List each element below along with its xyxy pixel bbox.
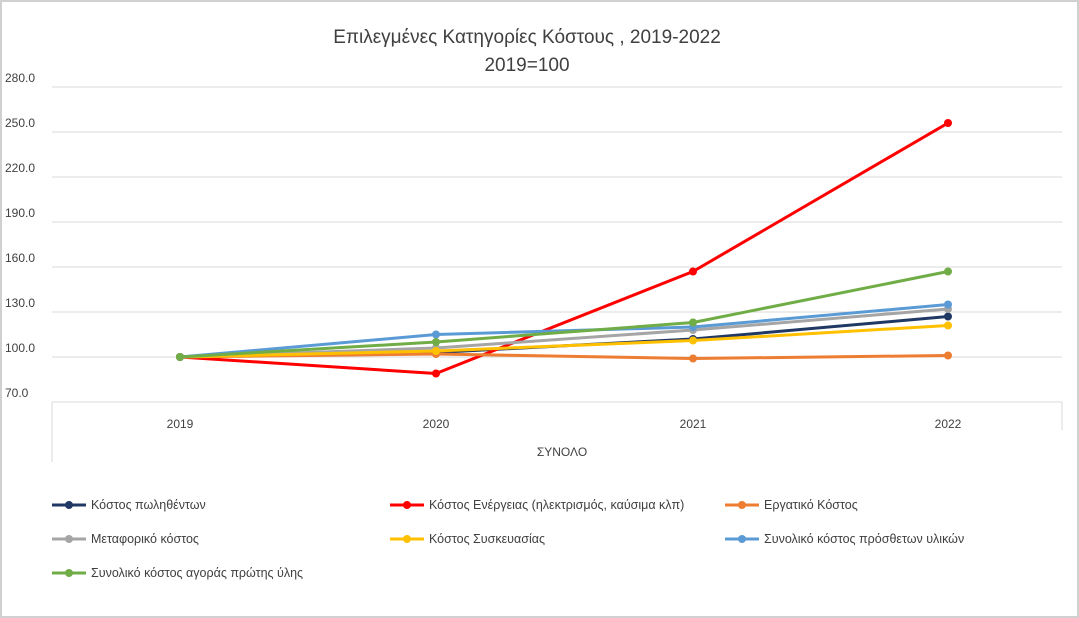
data-point [432, 369, 440, 378]
data-point [176, 353, 184, 361]
legend-label: Συνολικό κόστος πρόσθετων υλικών [764, 532, 964, 546]
legend-marker [738, 535, 746, 543]
data-point [944, 119, 952, 127]
chart-subtitle: 2019=100 [484, 55, 569, 76]
data-point [432, 347, 440, 355]
x-axis-ticks: 2019 2020 2021 2022 [167, 417, 962, 431]
x-tick-label: 2022 [935, 417, 962, 431]
legend-item: Κόστος πωληθέντων [52, 498, 206, 512]
y-tick-label: 190.0 [5, 206, 35, 220]
y-tick-label: 250.0 [5, 116, 35, 130]
series-line [179, 270, 949, 359]
legend-marker [65, 569, 73, 577]
x-tick-label: 2019 [167, 417, 194, 431]
legend-label: Κόστος Συσκευασίας [429, 532, 545, 546]
series-lines [176, 119, 952, 378]
legend: Κόστος πωληθέντων Κόστος Ενέργειας (ηλεκτ… [52, 498, 964, 580]
y-axis-ticks: 70.0 100.0 130.0 160.0 190.0 220.0 250.0 280.0 [5, 71, 35, 400]
legend-item: Κόστος Ενέργειας (ηλεκτρισμός, καύσιμα κ… [390, 498, 684, 512]
y-tick-label: 160.0 [5, 251, 35, 265]
y-tick-label: 280.0 [5, 71, 35, 85]
legend-marker [403, 501, 411, 509]
legend-label: Μεταφορικό κόστος [91, 532, 199, 546]
legend-label: Συνολικό κόστος αγοράς πρώτης ύλης [91, 566, 303, 580]
chart-title: Επιλεγμένες Κατηγορίες Κόστους , 2019-20… [333, 27, 721, 48]
data-point [944, 351, 952, 360]
legend-label: Κόστος πωληθέντων [91, 498, 206, 512]
legend-marker [738, 501, 746, 509]
data-point [944, 321, 952, 330]
legend-item: Μεταφορικό κόστος [52, 532, 199, 546]
data-point [432, 330, 440, 339]
legend-item: Συνολικό κόστος πρόσθετων υλικών [725, 532, 964, 546]
series-line [179, 324, 949, 359]
data-point [944, 267, 952, 276]
y-tick-label: 130.0 [5, 296, 35, 310]
legend-item: Εργατικό Κόστος [725, 498, 858, 512]
x-axis-label: ΣΥΝΟΛΟ [537, 445, 587, 459]
legend-item: Κόστος Συσκευασίας [390, 532, 545, 546]
x-tick-label: 2021 [680, 417, 707, 431]
y-tick-label: 100.0 [5, 341, 35, 355]
legend-marker [65, 535, 73, 543]
y-tick-label: 220.0 [5, 161, 35, 175]
legend-label: Κόστος Ενέργειας (ηλεκτρισμός, καύσιμα κ… [429, 498, 684, 512]
series-7 [176, 267, 952, 361]
legend-marker [65, 501, 73, 509]
series-line [179, 121, 949, 375]
legend-marker [403, 535, 411, 543]
data-point [689, 354, 697, 363]
y-tick-label: 70.0 [5, 386, 29, 400]
data-point [689, 318, 697, 327]
data-point [944, 312, 952, 321]
data-point [432, 338, 440, 346]
x-axis [51, 401, 1063, 462]
legend-item: Συνολικό κόστος αγοράς πρώτης ύλης [52, 566, 303, 580]
legend-label: Εργατικό Κόστος [764, 498, 858, 512]
data-point [689, 336, 697, 345]
data-point [944, 300, 952, 309]
data-point [689, 267, 697, 276]
x-tick-label: 2020 [423, 417, 450, 431]
